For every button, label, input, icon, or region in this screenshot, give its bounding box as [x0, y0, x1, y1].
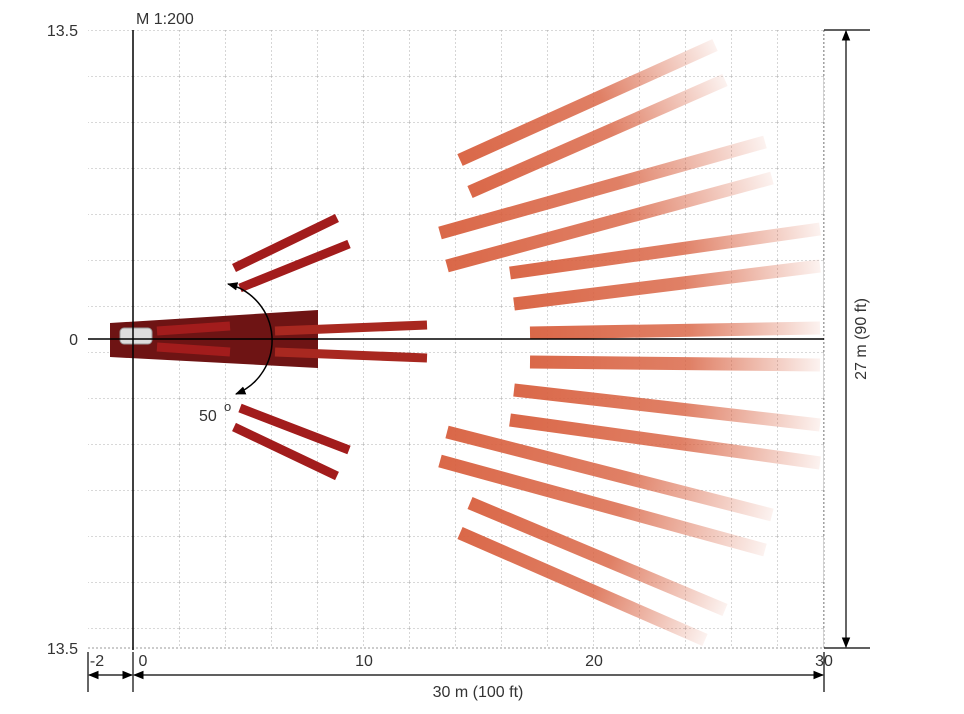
beams: [438, 39, 821, 646]
far-beam: [445, 425, 774, 522]
beam: [156, 342, 231, 357]
beam: [156, 321, 231, 336]
near-beams: [156, 213, 428, 481]
far-beam: [509, 413, 821, 470]
angle-arc: [226, 282, 273, 395]
far-beam: [509, 222, 821, 280]
x-label: 0: [139, 653, 148, 670]
x-label: 10: [355, 653, 373, 670]
beam: [274, 320, 428, 336]
far-beam: [457, 39, 718, 166]
scale-label: M 1:200: [136, 11, 194, 28]
far-beam: [467, 497, 728, 616]
beam: [232, 422, 339, 481]
beam: [238, 403, 351, 455]
far-beam: [513, 259, 821, 311]
x-label: -2: [90, 653, 104, 670]
width-dimension: 30 m (100 ft): [433, 684, 524, 701]
y-label: 13.5: [47, 23, 78, 40]
height-dimension: 27 m (90 ft): [853, 298, 870, 380]
far-beam: [529, 321, 821, 340]
far-beam: [513, 383, 821, 432]
far-beam: [457, 527, 708, 646]
far-beam: [438, 135, 767, 240]
beam: [274, 347, 428, 363]
far-beam: [438, 454, 767, 557]
x-label: 20: [585, 653, 603, 670]
far-beam: [445, 171, 774, 273]
angle-unit: o: [224, 399, 231, 414]
x-label: 30: [815, 653, 833, 670]
dimensions: [87, 29, 870, 692]
beam: [232, 213, 339, 273]
far-beam: [467, 74, 728, 198]
far-beam: [529, 355, 821, 372]
vehicle: [119, 327, 153, 345]
angle-value: 50: [199, 408, 217, 425]
beam: [238, 239, 351, 293]
y-label: 0: [69, 332, 78, 349]
y-label: 13.5: [47, 641, 78, 658]
